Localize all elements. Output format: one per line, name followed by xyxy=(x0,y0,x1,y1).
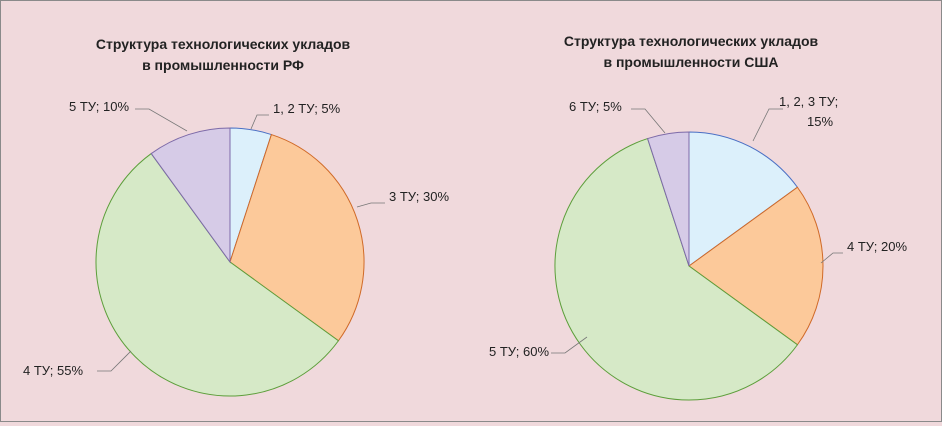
slice-label-usa-1: 4 ТУ; 20% xyxy=(847,239,907,254)
leader-lines-rf xyxy=(97,108,385,372)
pie-slice-rf-2 xyxy=(95,152,340,397)
pie-slice-usa-0 xyxy=(688,131,799,267)
slice-label-usa-2: 5 ТУ; 60% xyxy=(489,344,549,359)
leader-line-usa-1 xyxy=(820,252,843,264)
leader-lines-usa xyxy=(551,108,843,354)
pie-slice-usa-1 xyxy=(688,186,824,346)
slice-label-usa-0-line1: 15% xyxy=(807,114,833,129)
pie-slice-usa-3 xyxy=(646,131,690,267)
pie-slices-usa xyxy=(554,131,824,401)
slice-label-usa-0: 1, 2, 3 ТУ; xyxy=(779,94,838,109)
pie-slice-usa-2 xyxy=(554,137,799,401)
pie-slice-rf-1 xyxy=(229,133,365,342)
chart-title-usa-line1: Структура технологических укладов xyxy=(564,33,819,49)
leader-line-usa-2 xyxy=(551,336,588,354)
slice-labels-usa: 1, 2, 3 ТУ; 15% 4 ТУ; 20% 5 ТУ; 60% 6 ТУ; 5% xyxy=(489,94,907,359)
pie-chart-usa: Структура технологических укладов в пром… xyxy=(489,33,907,401)
leader-line-rf-3 xyxy=(135,108,188,132)
pie-slice-rf-3 xyxy=(150,127,231,264)
slice-label-usa-3: 6 ТУ; 5% xyxy=(569,99,622,114)
slice-labels-rf: 1, 2 ТУ; 5% 3 ТУ; 30% 4 ТУ; 55% 5 ТУ; 10% xyxy=(23,99,449,378)
chart-title-rf-line2: в промышленности РФ xyxy=(142,57,304,73)
chart-title-usa-line2: в промышленности США xyxy=(603,54,778,70)
leader-line-rf-1 xyxy=(356,202,385,208)
chart-title-rf-line1: Структура технологических укладов xyxy=(96,36,351,52)
leader-line-rf-2 xyxy=(97,350,132,372)
slice-label-rf-1: 3 ТУ; 30% xyxy=(389,189,449,204)
pie-chart-rf: Структура технологических укладов в пром… xyxy=(23,36,449,397)
pie-slices-rf xyxy=(95,127,365,397)
leader-line-rf-0 xyxy=(250,114,269,130)
leader-line-usa-3 xyxy=(631,108,666,134)
leader-line-usa-0 xyxy=(752,108,783,142)
slice-label-rf-3: 5 ТУ; 10% xyxy=(69,99,129,114)
slice-label-rf-2: 4 ТУ; 55% xyxy=(23,363,83,378)
slice-label-rf-0: 1, 2 ТУ; 5% xyxy=(273,101,341,116)
